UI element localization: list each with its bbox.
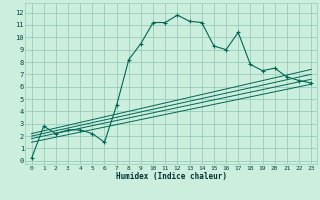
X-axis label: Humidex (Indice chaleur): Humidex (Indice chaleur) [116,172,227,181]
